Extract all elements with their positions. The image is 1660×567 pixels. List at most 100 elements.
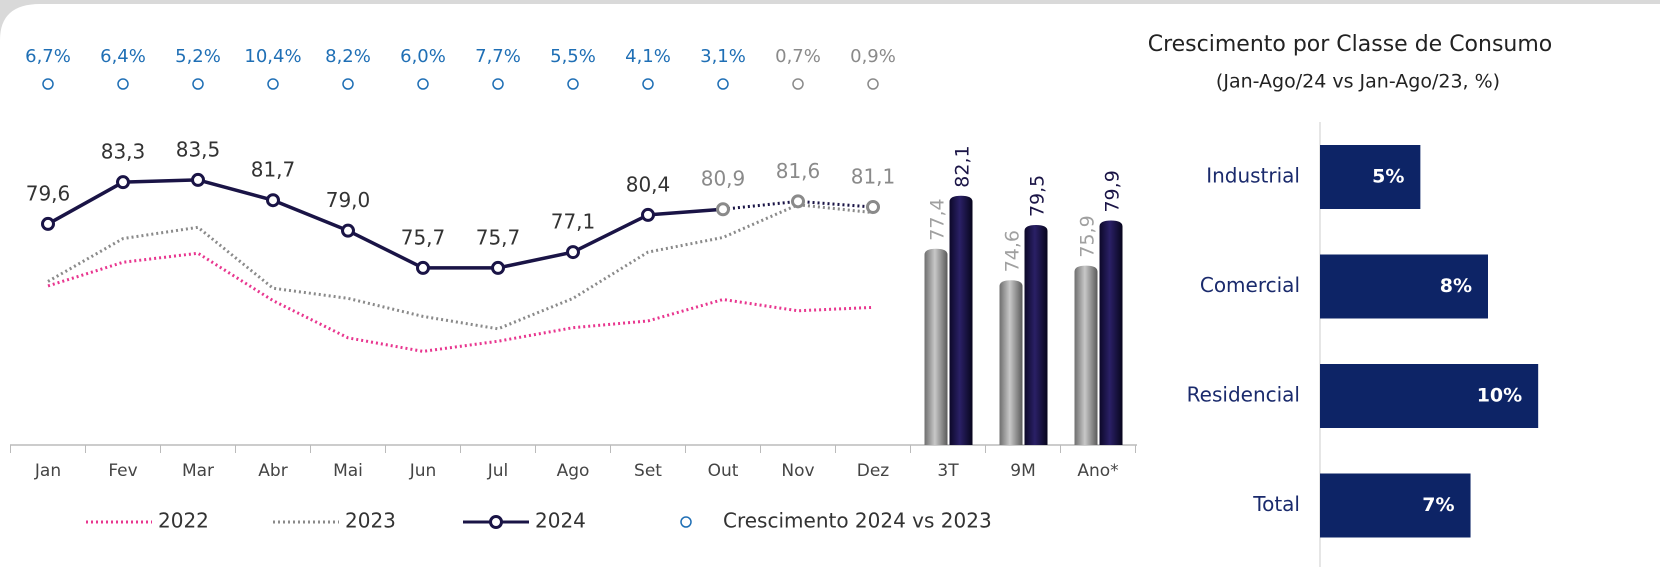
growth-label: 10,4%	[244, 46, 301, 67]
point-label: 79,0	[326, 188, 371, 212]
bar	[1320, 145, 1421, 209]
growth-marker	[567, 78, 579, 90]
point	[641, 207, 655, 222]
bar-value-label: 10%	[1477, 385, 1522, 407]
growth-marker	[792, 78, 804, 90]
growth-label: 0,9%	[850, 46, 896, 67]
category-label: Industrial	[1206, 164, 1300, 188]
bar	[1099, 220, 1123, 445]
x-tick-label: Fev	[108, 461, 137, 481]
growth-marker	[717, 78, 729, 90]
point-label: 80,9	[701, 167, 746, 191]
bar	[1320, 473, 1471, 538]
point	[116, 175, 130, 190]
legend-marker	[489, 515, 503, 529]
x-tick-label: Jul	[487, 461, 509, 481]
bar	[1320, 254, 1488, 319]
point-label: 81,7	[251, 158, 296, 182]
category-label: Comercial	[1200, 273, 1300, 297]
growth-label: 8,2%	[325, 46, 371, 67]
x-tick-label: 3T	[937, 461, 959, 481]
point	[491, 260, 505, 275]
x-tick-label: Dez	[857, 461, 890, 481]
bar-value-label: 74,6	[1002, 230, 1024, 272]
bar-value-label: 82,1	[952, 145, 974, 187]
bar-value-label: 79,9	[1102, 170, 1124, 212]
point	[791, 194, 805, 209]
growth-label: 6,4%	[100, 46, 146, 67]
growth-marker	[642, 78, 654, 90]
bar-value-label: 75,9	[1077, 215, 1099, 257]
x-tick-label: Set	[634, 461, 662, 481]
point	[566, 245, 580, 260]
bar	[1024, 225, 1048, 445]
right-subtitle: (Jan-Ago/24 vs Jan-Ago/23, %)	[1216, 71, 1500, 93]
point-label: 77,1	[551, 210, 596, 234]
bar	[1320, 364, 1539, 428]
point	[866, 199, 880, 214]
point	[716, 202, 730, 217]
point	[416, 260, 430, 275]
x-tick-label: Jun	[409, 461, 437, 481]
legend-label: Crescimento 2024 vs 2023	[723, 509, 992, 533]
growth-label: 5,5%	[550, 46, 596, 67]
x-tick-label: Mar	[182, 461, 214, 481]
bar	[949, 195, 973, 445]
point-label: 83,5	[176, 137, 221, 161]
x-tick-label: Out	[708, 461, 739, 481]
point-label: 81,1	[851, 164, 896, 188]
frame	[0, 0, 1660, 40]
bar-value-label: 79,5	[1027, 175, 1049, 217]
growth-marker	[267, 78, 279, 90]
point-label: 80,4	[626, 172, 671, 196]
point	[191, 172, 205, 187]
point-label: 79,6	[26, 181, 71, 205]
point-label: 75,7	[476, 225, 521, 249]
point	[341, 223, 355, 238]
bar-value-label: 5%	[1372, 166, 1404, 188]
x-tick-label: Ano*	[1077, 461, 1118, 481]
growth-label: 3,1%	[700, 46, 746, 67]
legend-label: 2022	[158, 509, 209, 533]
point-label: 75,7	[401, 225, 446, 249]
growth-label: 6,7%	[25, 46, 71, 67]
growth-marker	[192, 78, 204, 90]
point	[41, 216, 55, 231]
growth-marker	[117, 78, 129, 90]
right-title: Crescimento por Classe de Consumo	[1148, 32, 1553, 57]
x-tick-label: Nov	[781, 461, 814, 481]
growth-marker	[42, 78, 54, 90]
growth-label: 6,0%	[400, 46, 446, 67]
growth-label: 5,2%	[175, 46, 221, 67]
bar-value-label: 7%	[1422, 494, 1454, 516]
point-label: 83,3	[101, 140, 146, 164]
bar-value-label: 8%	[1440, 275, 1472, 297]
category-label: Residencial	[1187, 383, 1300, 407]
legend-label: 2023	[345, 509, 396, 533]
line-dotted	[47, 251, 874, 353]
growth-marker	[492, 78, 504, 90]
growth-label: 0,7%	[775, 46, 821, 67]
line-dotted	[47, 203, 874, 331]
growth-label: 4,1%	[625, 46, 671, 67]
point	[266, 193, 280, 208]
line-solid	[47, 178, 724, 270]
growth-marker	[342, 78, 354, 90]
x-tick-label: Ago	[557, 461, 590, 481]
x-tick-label: Abr	[258, 461, 287, 481]
x-tick-label: Jan	[34, 461, 61, 481]
point-label: 81,6	[776, 159, 821, 183]
x-tick-label: 9M	[1010, 461, 1035, 481]
bar	[1074, 265, 1098, 445]
legend-label: 2024	[535, 509, 586, 533]
bar-value-label: 77,4	[927, 198, 949, 240]
bar	[999, 280, 1023, 445]
growth-marker	[867, 78, 879, 90]
growth-marker	[417, 78, 429, 90]
bar	[924, 248, 948, 445]
growth-label: 7,7%	[475, 46, 521, 67]
category-label: Total	[1252, 492, 1300, 516]
legend-marker	[680, 516, 692, 528]
x-tick-label: Mai	[333, 461, 363, 481]
